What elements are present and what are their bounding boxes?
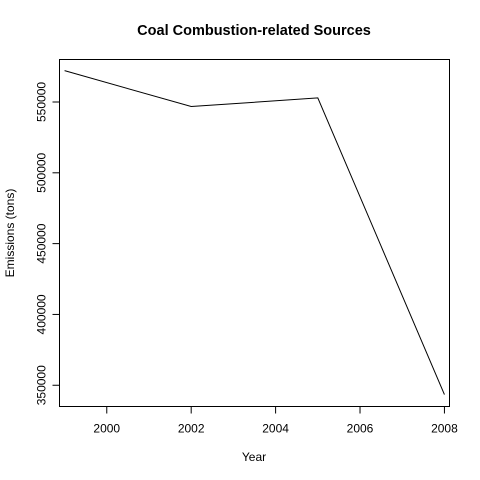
- series-line-1: [64, 70, 445, 395]
- x-tick-label: 2004: [262, 422, 289, 436]
- y-tick-label: 450000: [35, 223, 49, 263]
- x-axis-label: Year: [242, 450, 266, 464]
- x-tick-label: 2000: [93, 422, 120, 436]
- y-tick-label: 500000: [35, 152, 49, 192]
- plot-frame: [59, 59, 450, 407]
- x-axis: 2000 2002 2004 2006 2008: [93, 406, 458, 436]
- y-tick-label: 400000: [35, 294, 49, 334]
- chart-title: Coal Combustion-related Sources: [137, 23, 371, 39]
- x-tick-label: 2006: [347, 422, 374, 436]
- y-tick-label: 550000: [35, 82, 49, 122]
- y-axis: 350000 400000 450000 500000 550000: [35, 82, 60, 405]
- y-axis-label: Emissions (tons): [3, 189, 17, 278]
- x-tick-label: 2008: [431, 422, 458, 436]
- x-tick-label: 2002: [178, 422, 205, 436]
- y-tick-label: 350000: [35, 365, 49, 405]
- series-group: [64, 70, 445, 395]
